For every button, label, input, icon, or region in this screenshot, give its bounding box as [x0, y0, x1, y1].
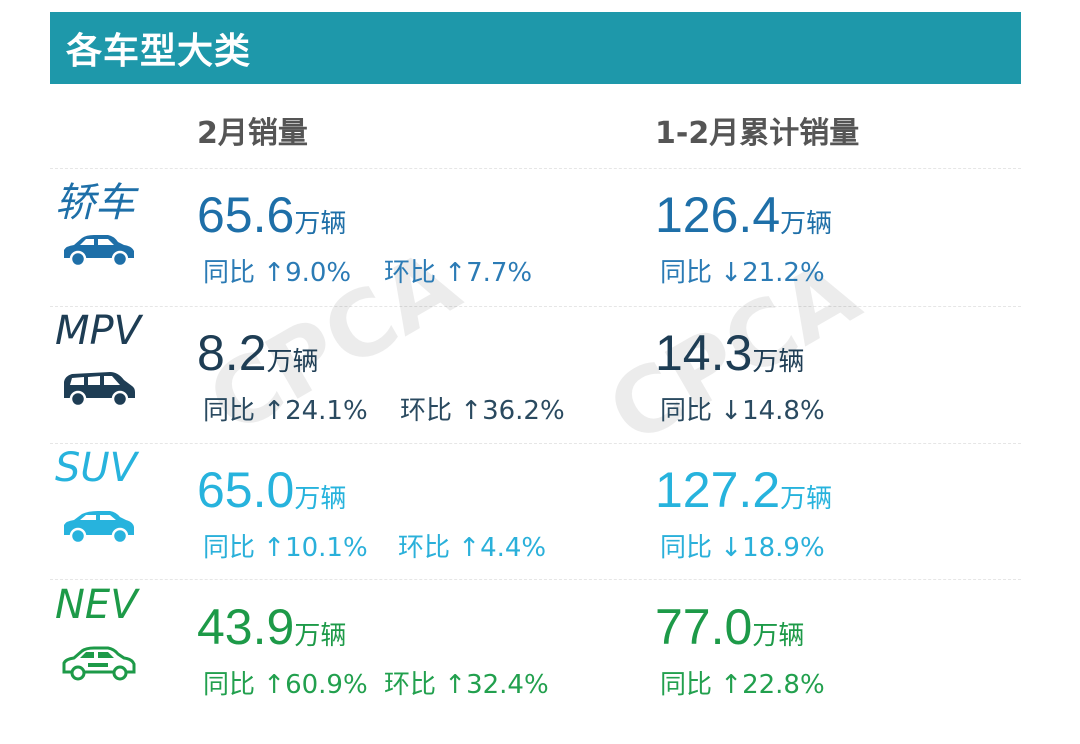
cumulative-sales: 77.0万辆: [655, 599, 805, 655]
category-name: SUV: [55, 445, 138, 491]
category-row-sedan: 轿车 65.6万辆 同比 ↑9.0% 环比 ↑7.7% 126.4万辆 同比 ↓…: [0, 168, 1080, 304]
monthly-mom: 环比 ↑36.2%: [400, 396, 565, 426]
category-row-mpv: MPV 8.2万辆 同比 ↑24.1% 环比 ↑36.2% 14.3万辆 同比 …: [0, 306, 1080, 442]
mpv-icon: [64, 372, 135, 408]
cumulative-yoy: 同比 ↑22.8%: [660, 670, 825, 700]
monthly-mom: 环比 ↑32.4%: [384, 670, 549, 700]
monthly-mom: 环比 ↑7.7%: [384, 258, 533, 288]
suv-icon: [64, 511, 134, 545]
monthly-sales: 65.6万辆: [197, 187, 347, 243]
monthly-yoy: 同比 ↑24.1%: [203, 396, 368, 426]
monthly-sales: 43.9万辆: [197, 599, 347, 655]
monthly-sales: 65.0万辆: [197, 462, 347, 518]
page-title: 各车型大类: [66, 31, 252, 72]
cumulative-yoy: 同比 ↓18.9%: [660, 533, 825, 563]
category-name: MPV: [55, 308, 141, 354]
row-divider: [50, 443, 1021, 444]
cumulative-yoy: 同比 ↓14.8%: [660, 396, 825, 426]
nev-icon: [62, 646, 136, 681]
row-divider: [50, 579, 1021, 580]
cumulative-yoy: 同比 ↓21.2%: [660, 258, 825, 288]
cumulative-sales: 14.3万辆: [655, 325, 805, 381]
category-name: NEV: [55, 582, 138, 628]
category-row-suv: SUV 65.0万辆 同比 ↑10.1% 环比 ↑4.4% 127.2万辆 同比…: [0, 443, 1080, 579]
monthly-yoy: 同比 ↑10.1%: [203, 533, 368, 563]
category-row-nev: NEV 43.9万辆 同比 ↑60.9% 环比 ↑32.4% 77.0万辆 同比…: [0, 580, 1080, 716]
row-divider: [50, 306, 1021, 307]
header-banner: 各车型大类: [50, 12, 1021, 84]
row-divider: [50, 168, 1021, 169]
monthly-yoy: 同比 ↑9.0%: [203, 258, 352, 288]
sedan-icon: [64, 235, 134, 268]
column-header-cumulative: 1-2月累计销量: [655, 116, 860, 151]
cumulative-sales: 126.4万辆: [655, 187, 833, 243]
cumulative-sales: 127.2万辆: [655, 462, 833, 518]
monthly-sales: 8.2万辆: [197, 325, 319, 381]
category-name: 轿车: [55, 180, 135, 226]
monthly-mom: 环比 ↑4.4%: [398, 533, 547, 563]
monthly-yoy: 同比 ↑60.9%: [203, 670, 368, 700]
column-header-monthly: 2月销量: [197, 116, 308, 151]
